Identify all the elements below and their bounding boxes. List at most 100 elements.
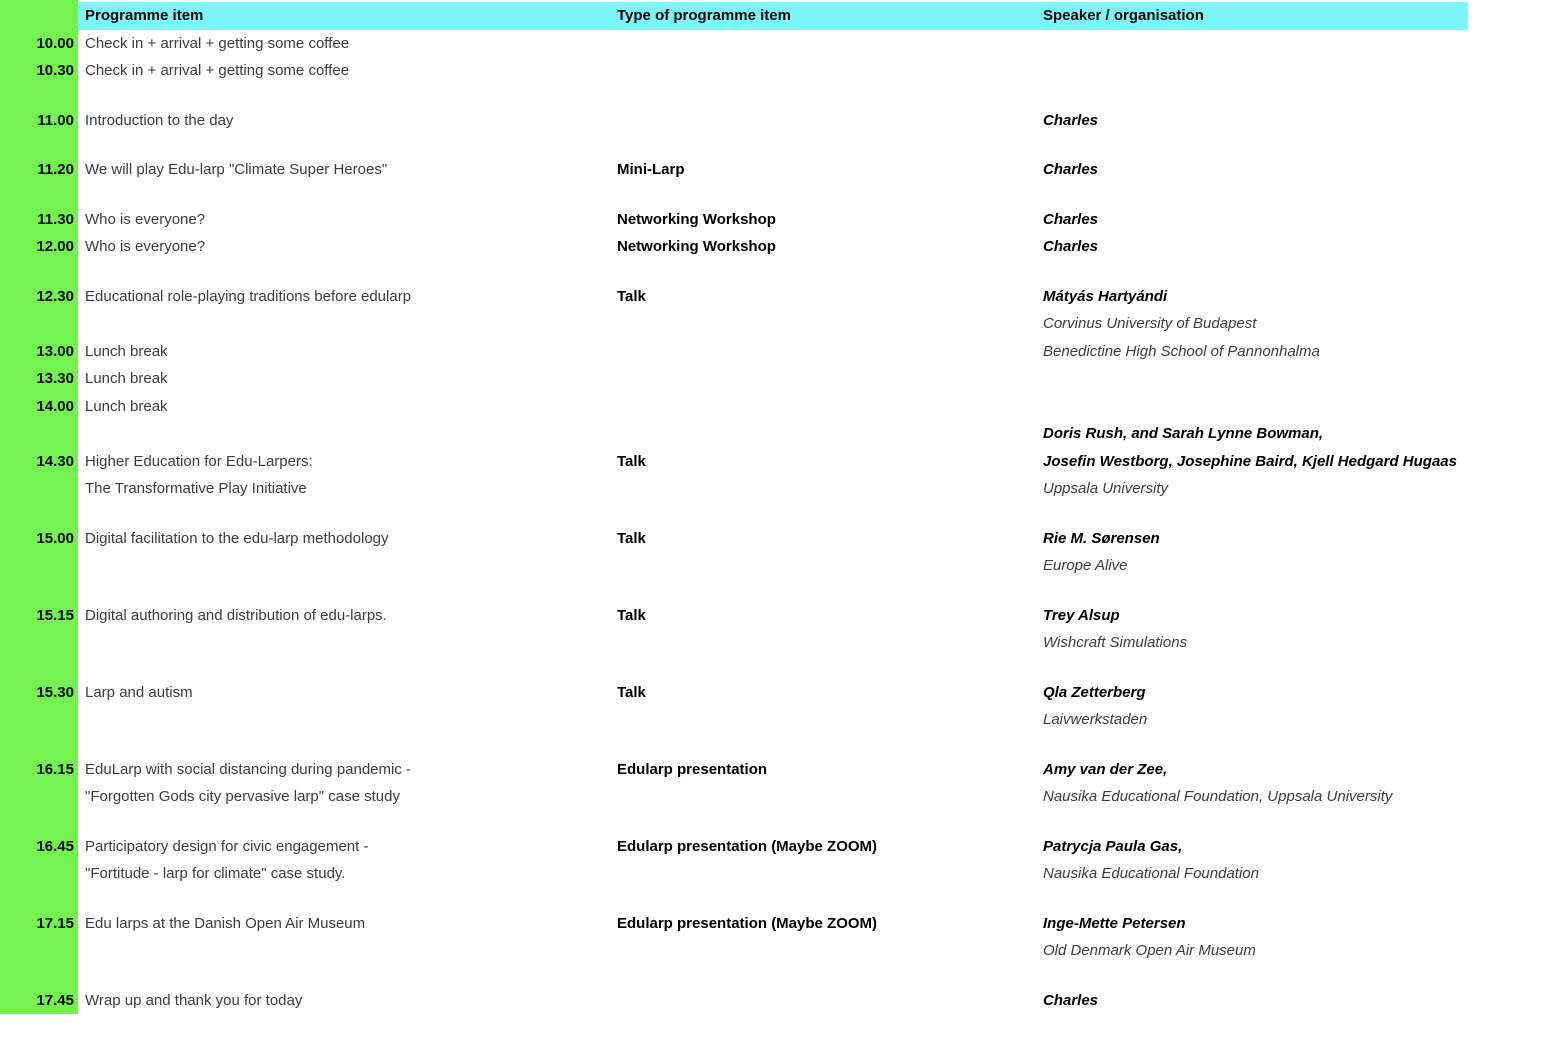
programme-type-cell [610,107,1036,135]
speaker-cell: Inge-Mette Petersen [1043,914,1186,932]
time-cell [0,476,78,504]
table-row: 17.45 Wrap up and thank you for today Ch… [0,987,1554,1015]
time-cell: 15.15 [36,606,74,624]
programme-item-cell: Wrap up and thank you for today [85,991,303,1009]
programme-item-cell [78,630,610,658]
time-cell: 15.00 [36,529,74,547]
table-row: Wishcraft Simulations [0,630,1554,658]
spacer-row [0,135,1554,157]
table-row: 16.15 EduLarp with social distancing dur… [0,756,1554,784]
table-row: 12.00 Who is everyone? Networking Worksh… [0,234,1554,262]
programme-item-cell: Check in + arrival + getting some coffee [85,62,350,80]
programme-item-cell: Edu larps at the Danish Open Air Museum [85,914,366,932]
time-cell: 16.45 [36,837,74,855]
time-cell: 10.30 [36,62,74,80]
time-cell: 13.00 [36,342,74,360]
table-body: 10.00 Check in + arrival + getting some … [0,30,1554,1015]
programme-type-cell: Talk [617,606,646,624]
programme-item-cell: "Forgotten Gods city pervasive larp" cas… [85,788,400,806]
programme-type-cell: Talk [617,529,646,547]
table-row: 10.00 Check in + arrival + getting some … [0,30,1554,58]
spacer-row [0,888,1554,910]
programme-type-cell [610,311,1036,339]
speaker-cell: Charles [1043,161,1099,179]
table-row: 17.15 Edu larps at the Danish Open Air M… [0,910,1554,938]
speaker-cell: Corvinus University of Budapest [1043,315,1257,333]
programme-type-cell [610,553,1036,581]
speaker-cell: Charles [1043,210,1099,228]
speaker-cell: Europe Alive [1043,557,1128,575]
programme-type-cell [610,987,1036,1015]
programme-type-cell [610,58,1036,86]
speaker-cell: Nausika Educational Foundation [1043,865,1259,883]
header-speaker: Speaker / organisation [1036,2,1468,30]
programme-item-cell [78,421,610,449]
speaker-cell: Benedictine High School of Pannonhalma [1043,342,1320,360]
header-programme-type: Type of programme item [610,2,1036,30]
table-row: 15.30 Larp and autism Talk Qla Zetterber… [0,679,1554,707]
speaker-cell: Amy van der Zee, [1043,760,1168,778]
programme-item-cell: EduLarp with social distancing during pa… [85,760,412,778]
table-row: 11.30 Who is everyone? Networking Worksh… [0,206,1554,234]
time-cell [0,553,78,581]
time-cell: 14.00 [36,397,74,415]
programme-type-cell: Talk [617,287,646,305]
programme-type-cell [610,421,1036,449]
table-header-row: Programme item Type of programme item Sp… [0,2,1554,30]
programme-item-cell: Digital facilitation to the edu-larp met… [85,529,389,547]
table-row: 16.45 Participatory design for civic eng… [0,833,1554,861]
time-cell: 13.30 [36,370,74,388]
speaker-cell [1036,30,1536,58]
time-cell [0,938,78,966]
programme-item-cell: Who is everyone? [85,210,206,228]
programme-type-cell [610,938,1036,966]
table-row: 14.00 Lunch break [0,393,1554,421]
table-row: Old Denmark Open Air Museum [0,938,1554,966]
spacer-row [0,965,1554,987]
programme-type-cell [610,861,1036,889]
table-row: Laivwerkstaden [0,707,1554,735]
speaker-cell: Nausika Educational Foundation, Uppsala … [1043,788,1393,806]
header-programme-item: Programme item [78,2,610,30]
programme-item-cell: Lunch break [85,370,168,388]
table-row: 10.30 Check in + arrival + getting some … [0,58,1554,86]
speaker-cell: Laivwerkstaden [1043,711,1148,729]
time-cell: 10.00 [36,34,74,52]
programme-item-cell: Introduction to the day [85,111,234,129]
table-row: Doris Rush, and Sarah Lynne Bowman, [0,421,1554,449]
speaker-cell: Charles [1043,991,1099,1009]
programme-type-cell [610,393,1036,421]
time-cell [0,421,78,449]
spacer-row [0,811,1554,833]
time-cell: 17.15 [36,914,74,932]
spacer-row [0,580,1554,602]
speaker-cell: Wishcraft Simulations [1043,634,1188,652]
programme-type-cell: Edularp presentation [617,760,768,778]
programme-item-cell: The Transformative Play Initiative [85,480,307,498]
programme-item-cell [78,707,610,735]
programme-type-cell: Edularp presentation (Maybe ZOOM) [617,914,878,932]
time-cell [0,707,78,735]
programme-item-cell [78,311,610,339]
speaker-cell: Trey Alsup [1043,606,1120,624]
programme-type-cell: Networking Workshop [617,238,776,256]
time-column-background [0,0,78,1014]
programme-type-cell [610,366,1036,394]
programme-item-cell [78,553,610,581]
speaker-cell: Old Denmark Open Air Museum [1043,942,1256,960]
programme-item-cell: Educational role-playing traditions befo… [85,287,412,305]
spacer-row [0,503,1554,525]
speaker-cell: Josefin Westborg, Josephine Baird, Kjell… [1043,452,1457,470]
time-cell: 11.20 [37,161,74,179]
header-time-cell [0,2,78,30]
spacer-row [0,85,1554,107]
programme-item-cell: We will play Edu-larp "Climate Super Her… [85,161,388,179]
speaker-cell: Charles [1043,111,1099,129]
programme-type-cell [610,784,1036,812]
table-row: 11.20 We will play Edu-larp "Climate Sup… [0,157,1554,185]
time-cell: 14.30 [36,452,74,470]
speaker-cell: Doris Rush, and Sarah Lynne Bowman, [1043,425,1324,443]
spacer-row [0,261,1554,283]
speaker-cell: Qla Zetterberg [1043,683,1146,701]
